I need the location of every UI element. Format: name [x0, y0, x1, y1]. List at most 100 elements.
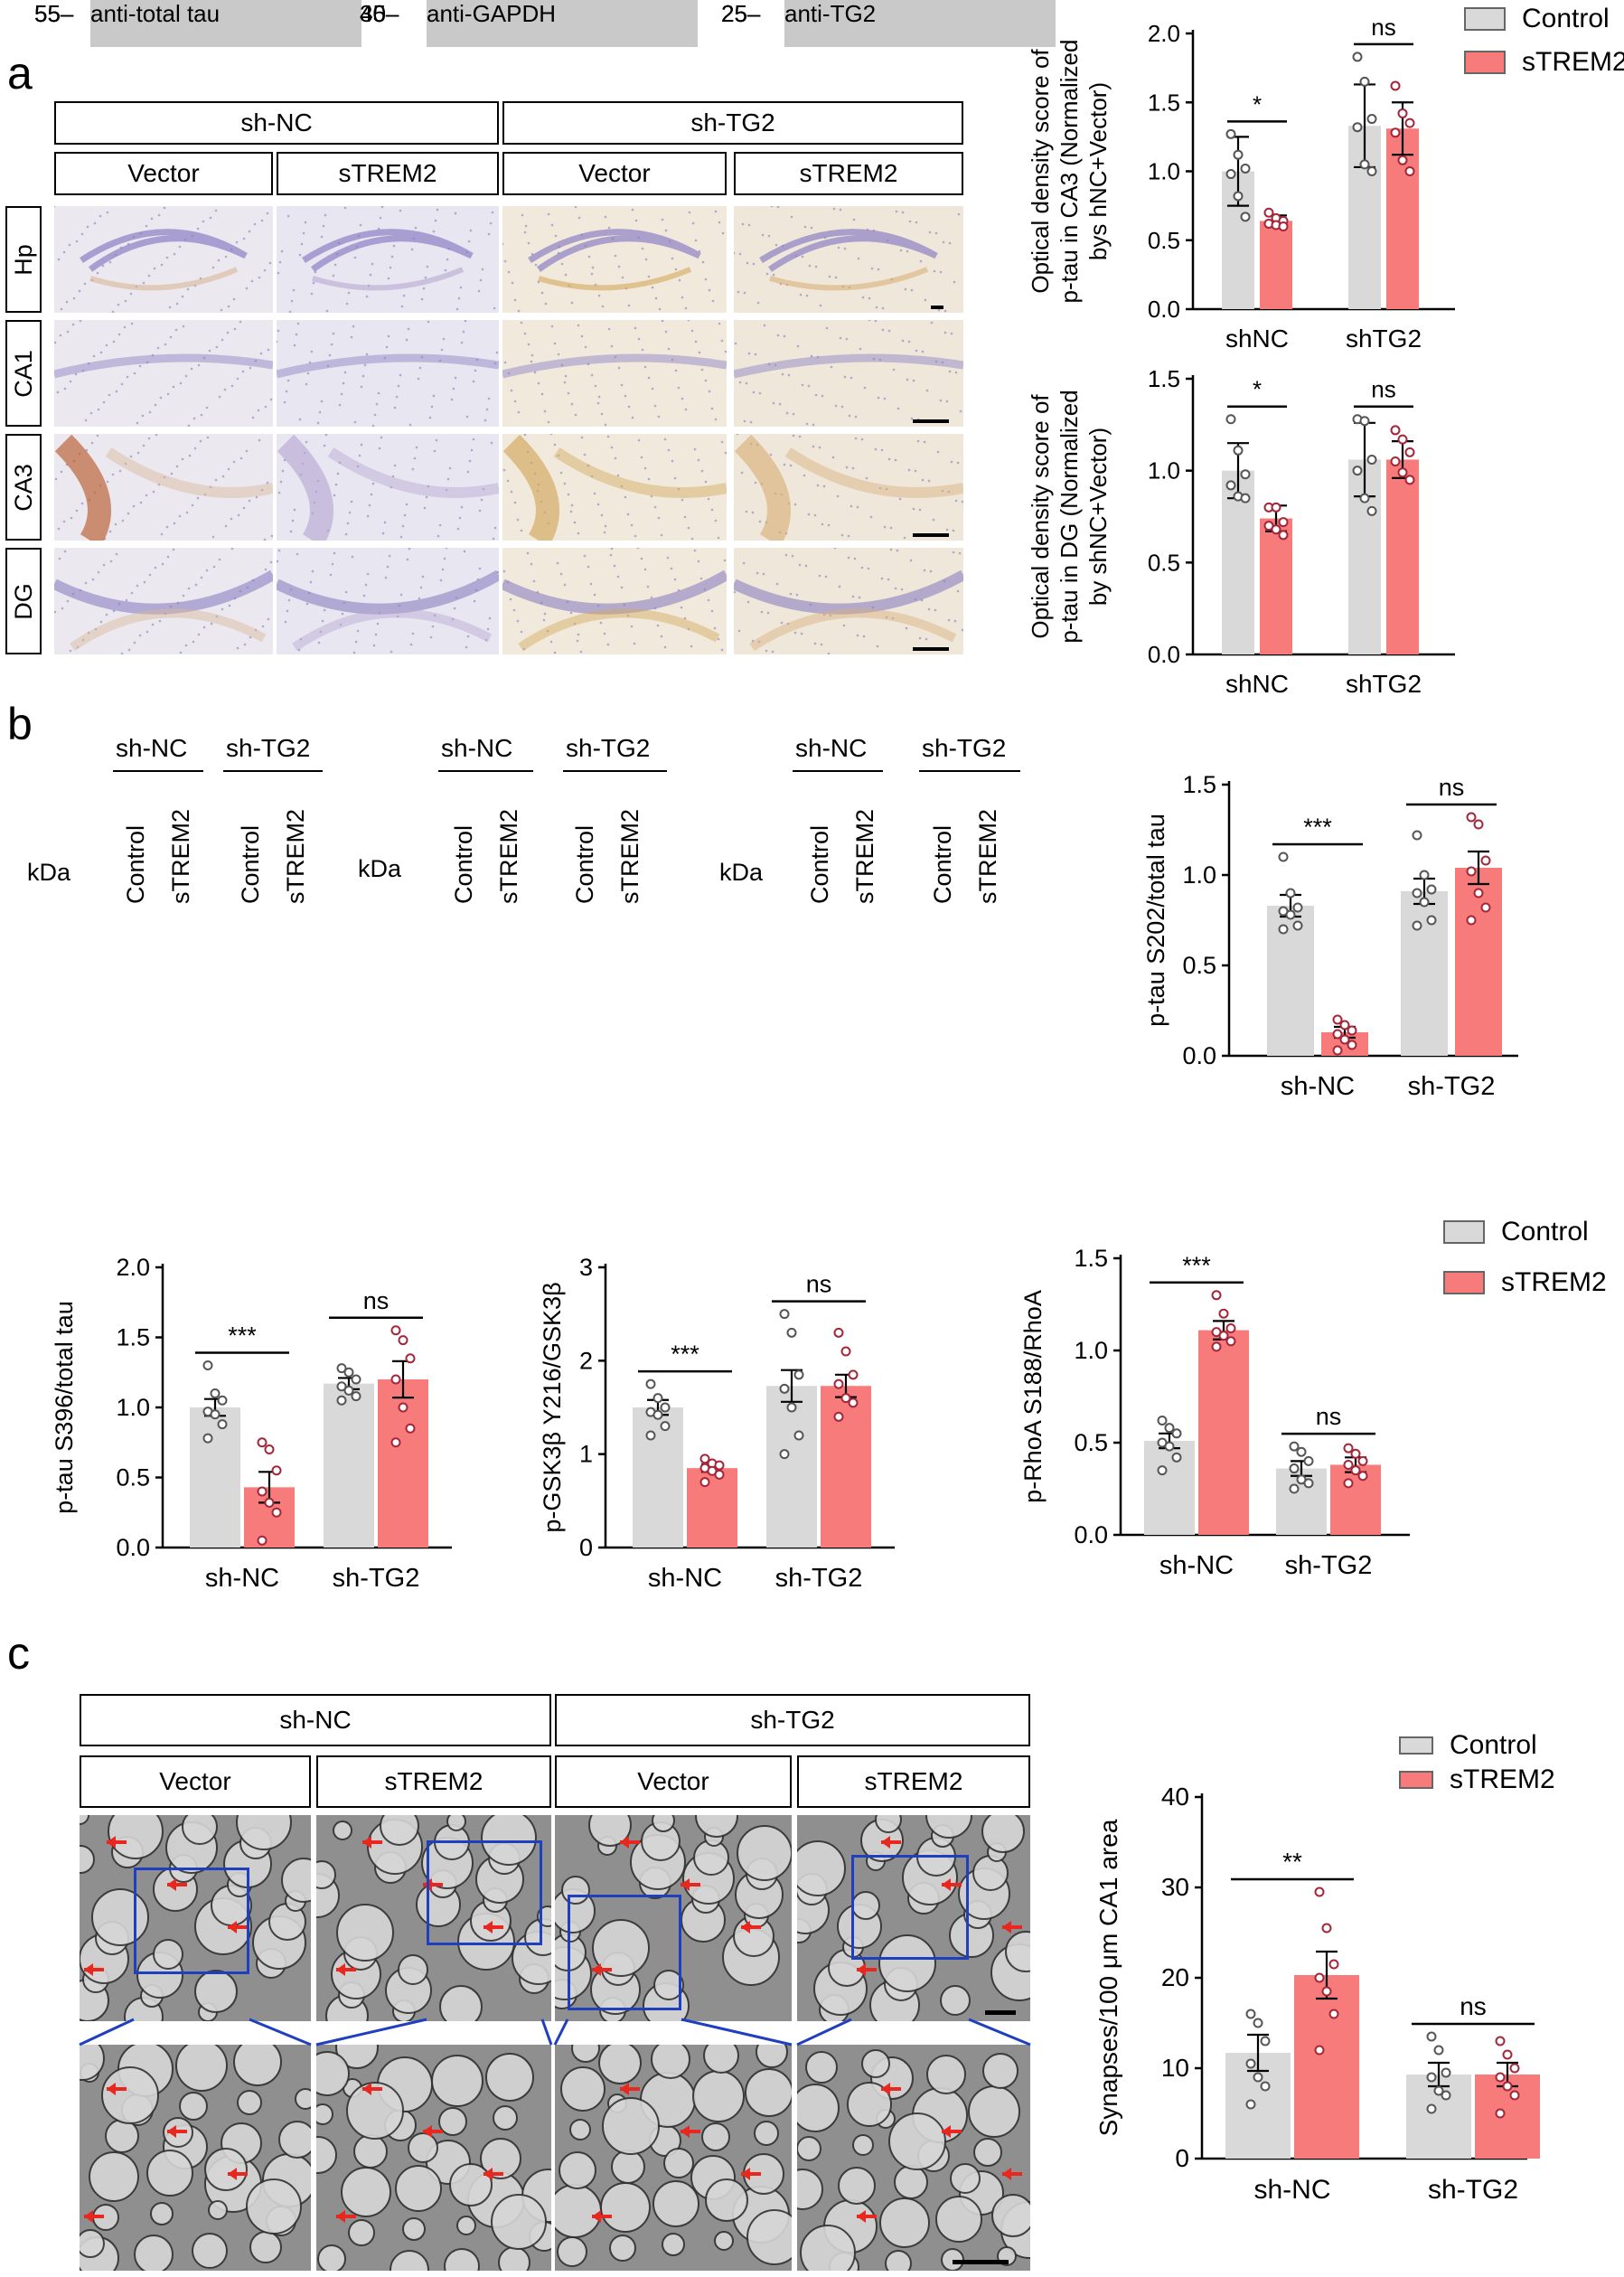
- blot-lane-label: sTREM2: [851, 808, 878, 904]
- x-tick-label: sh-TG2: [333, 1564, 420, 1593]
- significance-label: ns: [1460, 1992, 1487, 2020]
- chart-p-tau-s396: 0.0 0.5 1.0 1.5 2.0 sh-NC *** sh-TG2 ns p-tau S39…: [51, 1254, 452, 1593]
- a-sub-header-3: Vector: [502, 152, 727, 195]
- scale-bar: [931, 306, 943, 309]
- data-point: [1278, 517, 1289, 528]
- data-point: [1412, 830, 1422, 841]
- blot-band-panel: [90, 0, 361, 47]
- data-point: [1218, 1331, 1229, 1341]
- ihc-image-r4-c1: [54, 548, 273, 654]
- data-point: [1339, 1020, 1350, 1030]
- blot-group-underline: [919, 770, 1020, 772]
- data-point: [848, 1369, 859, 1380]
- blot-lane-label: Control: [122, 824, 149, 904]
- bar-strem2-sh-tg2: [821, 1386, 871, 1548]
- x-tick-label: shNC: [1225, 670, 1289, 698]
- data-point: [1359, 159, 1370, 170]
- data-point: [1480, 902, 1491, 913]
- em-zoom-box: [568, 1895, 681, 2010]
- data-point: [1233, 191, 1244, 202]
- y-tick-label: 0.5: [1074, 1429, 1108, 1456]
- data-point: [1240, 469, 1251, 480]
- legend-a-control: Control: [1464, 4, 1624, 34]
- data-point: [660, 1421, 671, 1432]
- data-point: [271, 1507, 282, 1518]
- data-point: [1502, 2081, 1513, 2092]
- y-tick-label: 0: [579, 1534, 593, 1561]
- blot-lane-label: Control: [450, 824, 477, 904]
- bar-control-sh-tg2: [324, 1383, 374, 1548]
- y-tick-label: 2: [579, 1347, 593, 1374]
- data-point: [1366, 166, 1377, 176]
- data-point: [1350, 1448, 1361, 1459]
- blot-group-label: sh-TG2: [566, 734, 651, 762]
- data-point: [1260, 2036, 1271, 2046]
- legend-b-control: Control: [1443, 1217, 1607, 1247]
- y-tick-label: 0.0: [1148, 296, 1180, 323]
- error-bar: [1468, 850, 1489, 886]
- significance-label: *: [1253, 90, 1262, 118]
- data-point: [1285, 888, 1296, 899]
- blot-antibody-label: anti-TG2: [784, 0, 877, 27]
- y-tick-label: 1.0: [1148, 457, 1180, 485]
- data-point: [1509, 2090, 1520, 2101]
- data-point: [1328, 2009, 1339, 2019]
- x-tick-label: sh-NC: [205, 1564, 279, 1593]
- data-point: [405, 1423, 416, 1434]
- data-point: [1347, 1025, 1357, 1036]
- data-point: [840, 1346, 851, 1357]
- data-point: [833, 1411, 844, 1422]
- bar-strem2-shnc: [1260, 221, 1292, 309]
- em-zoom-box: [851, 1855, 969, 1960]
- data-point: [1260, 2081, 1271, 2092]
- y-tick-label: 1.5: [1148, 365, 1180, 392]
- data-point: [1397, 467, 1408, 478]
- data-point: [1404, 475, 1415, 485]
- bar-strem2-shtg2: [1386, 459, 1419, 654]
- data-point: [1357, 1471, 1368, 1482]
- y-tick-label: 0.5: [116, 1464, 150, 1491]
- x-tick-label: sh-TG2: [1408, 1072, 1496, 1101]
- legend-a-strem2: sTREM2: [1464, 47, 1624, 78]
- ihc-image-r1-c2: [277, 206, 499, 313]
- significance-label: ***: [1182, 1252, 1211, 1279]
- ihc-image-r3-c3: [502, 434, 727, 541]
- data-point: [217, 1395, 228, 1406]
- blot-lane-label: sTREM2: [282, 808, 309, 904]
- significance-label: ***: [228, 1322, 257, 1350]
- data-point: [390, 1437, 401, 1448]
- data-point: [1321, 1986, 1332, 1997]
- data-point: [779, 1449, 790, 1460]
- data-point: [1357, 1455, 1368, 1466]
- ihc-image-r4-c2: [277, 548, 499, 654]
- y-tick-label: 1.0: [116, 1394, 150, 1421]
- data-point: [1225, 414, 1236, 425]
- data-point: [1328, 1959, 1339, 1970]
- data-point: [1292, 902, 1303, 913]
- y-tick-label: 1: [579, 1441, 593, 1468]
- data-point: [699, 1454, 710, 1464]
- data-point: [1397, 434, 1408, 445]
- significance-label: ns: [806, 1271, 832, 1298]
- data-point: [1352, 122, 1363, 133]
- x-tick-label: sh-TG2: [775, 1564, 863, 1593]
- blot-group-underline: [563, 770, 667, 772]
- panel-label-b: b: [7, 699, 33, 749]
- a-row-label-ca1: CA1: [5, 320, 42, 427]
- c-sub-header-4: sTREM2: [797, 1755, 1030, 1808]
- y-tick-label: 1.5: [1074, 1245, 1108, 1272]
- x-tick-label: sh-TG2: [1428, 2175, 1518, 2205]
- a-group-header-shtg2: sh-TG2: [502, 101, 963, 145]
- data-point: [1240, 212, 1251, 222]
- blot-band-panel: [784, 0, 1056, 47]
- data-point: [1263, 207, 1274, 218]
- significance-label: ns: [1316, 1403, 1342, 1430]
- legend-a: Control sTREM2: [1464, 4, 1624, 90]
- y-axis-label: Optical density score of: [1027, 394, 1054, 639]
- data-point: [1233, 149, 1244, 160]
- y-tick-label: 0.0: [1148, 641, 1180, 668]
- scale-bar: [953, 2260, 1009, 2264]
- bar-control-sh-tg2: [1401, 891, 1448, 1056]
- em-image-r2-c3: [555, 2045, 792, 2271]
- y-tick-label: 10: [1161, 2054, 1189, 2082]
